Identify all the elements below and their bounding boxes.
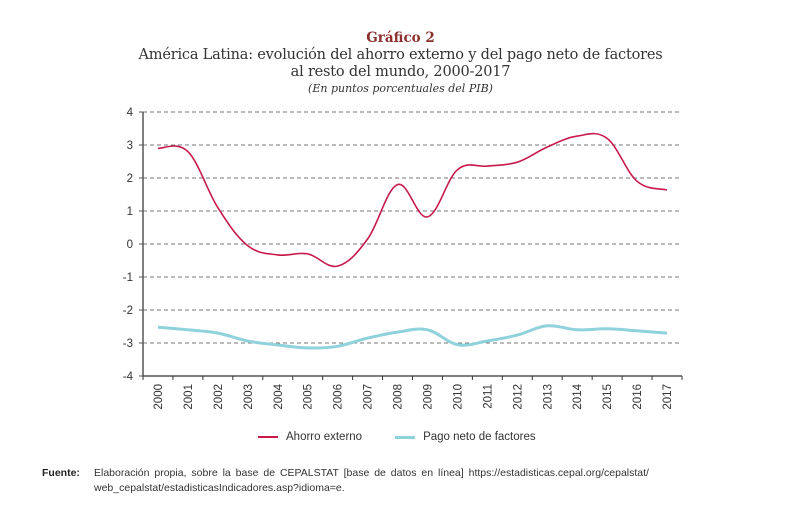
legend-label: Pago neto de factores bbox=[423, 431, 536, 443]
x-tick-label: 2011 bbox=[482, 384, 494, 409]
x-tick-label: 2013 bbox=[542, 384, 554, 410]
chart-number: Gráfico 2 bbox=[366, 30, 435, 46]
gridlines bbox=[143, 111, 682, 344]
chart-header: Gráfico 2 América Latina: evolución del … bbox=[0, 30, 801, 97]
y-axis: 4 3 2 1 0 -1 -2 -3 -4 bbox=[123, 107, 144, 383]
chart-subtitle: (En puntos porcentuales del PIB) bbox=[308, 82, 493, 95]
source-label: Fuente: bbox=[42, 467, 80, 479]
x-tick-label: 2006 bbox=[333, 384, 345, 410]
chart-title-line-1: América Latina: evolución del ahorro ext… bbox=[138, 47, 663, 63]
x-tick-label: 2005 bbox=[303, 384, 315, 410]
y-tick-label: -4 bbox=[123, 371, 134, 383]
x-tick-label: 2008 bbox=[393, 384, 405, 410]
y-tick-label: 4 bbox=[127, 107, 134, 119]
legend-swatch-red bbox=[258, 436, 278, 438]
x-tick-label: 2010 bbox=[452, 384, 464, 410]
y-tick-label: 1 bbox=[127, 206, 133, 218]
x-tick-label: 2016 bbox=[632, 384, 644, 410]
y-tick-label: 0 bbox=[127, 239, 133, 251]
y-tick-label: -3 bbox=[123, 338, 133, 350]
legend-swatch-blue bbox=[395, 435, 416, 439]
x-tick-label: 2014 bbox=[572, 383, 584, 409]
source-text-line-1: Elaboración propia, sobre la base de CEP… bbox=[94, 467, 649, 479]
y-tick-label: -2 bbox=[123, 305, 133, 317]
x-tick-label: 2012 bbox=[512, 384, 524, 410]
series-lines bbox=[157, 132, 668, 350]
legend-label: Ahorro externo bbox=[286, 431, 363, 443]
series-line-pago-neto-factores bbox=[157, 324, 668, 350]
x-tick-label: 2002 bbox=[213, 384, 225, 410]
x-axis: 2000 2001 2002 2003 2004 2005 2006 2007 2008 2009… bbox=[142, 375, 683, 410]
series-line-ahorro-externo bbox=[157, 132, 668, 268]
x-tick-label: 2017 bbox=[662, 384, 674, 410]
y-tick-label: 2 bbox=[127, 173, 133, 185]
source-note: Fuente: Elaboración propia, sobre la bas… bbox=[42, 466, 762, 496]
x-tick-label: 2003 bbox=[243, 384, 255, 410]
chart-title-line-2: al resto del mundo, 2000-2017 bbox=[290, 64, 511, 80]
x-tick-label: 2000 bbox=[153, 384, 165, 410]
x-tick-label: 2001 bbox=[183, 384, 195, 410]
y-tick-label: -1 bbox=[123, 272, 133, 284]
legend: Ahorro externo Pago neto de factores bbox=[258, 431, 569, 443]
x-tick-label: 2007 bbox=[363, 384, 375, 410]
legend-item-ahorro-externo: Ahorro externo bbox=[258, 431, 362, 443]
x-tick-label: 2004 bbox=[273, 383, 285, 409]
legend-item-pago-neto: Pago neto de factores bbox=[395, 431, 536, 443]
x-tick-label: 2015 bbox=[602, 384, 614, 410]
x-tick-label: 2009 bbox=[422, 384, 434, 410]
y-tick-label: 3 bbox=[127, 140, 133, 152]
source-text-line-2: web_cepalstat/estadisticasIndicadores.as… bbox=[94, 482, 345, 494]
